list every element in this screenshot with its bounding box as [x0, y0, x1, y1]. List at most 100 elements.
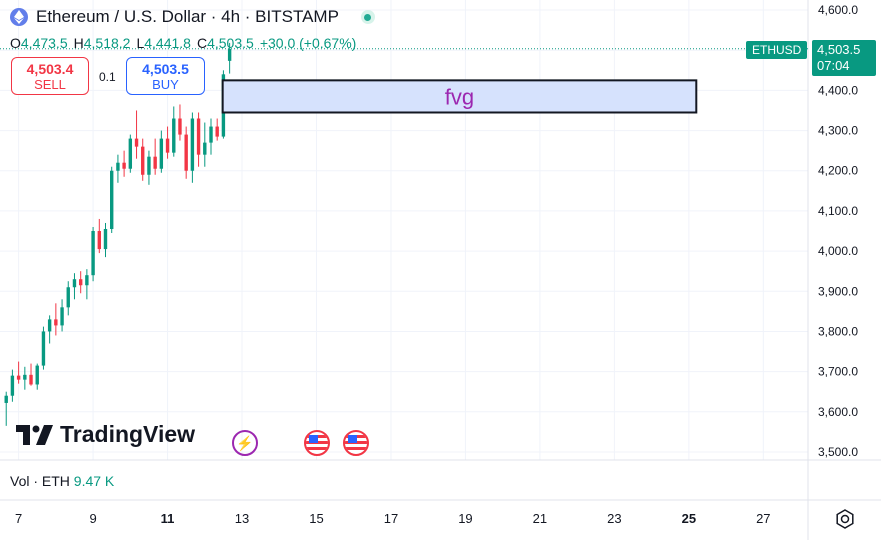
close-value: 4,503.5	[207, 35, 254, 51]
y-tick-label: 4,000.0	[818, 244, 858, 258]
candles-layer	[4, 42, 232, 426]
candle[interactable]	[215, 118, 219, 141]
lightning-event-icon[interactable]: ⚡	[232, 430, 258, 456]
candle[interactable]	[209, 118, 213, 155]
candle[interactable]	[4, 391, 8, 426]
candle[interactable]	[66, 281, 70, 316]
x-tick-label: 7	[15, 511, 22, 526]
candle[interactable]	[72, 273, 77, 300]
candle[interactable]	[128, 134, 133, 173]
candle[interactable]	[165, 126, 170, 159]
low-value: 4,441.8	[144, 35, 191, 51]
tradingview-logo[interactable]: TradingView	[16, 421, 195, 448]
y-tick-label: 4,400.0	[818, 83, 858, 97]
candle[interactable]	[141, 138, 145, 181]
x-tick-label: 11	[161, 511, 175, 526]
buy-button[interactable]: 4,503.5 BUY	[126, 57, 205, 95]
candle[interactable]	[103, 222, 108, 258]
brand-name: TradingView	[60, 421, 196, 447]
candle-body	[29, 374, 33, 385]
candle-body	[60, 307, 64, 326]
candle[interactable]	[227, 42, 232, 74]
fvg-box[interactable]	[221, 79, 698, 114]
candle-body	[141, 146, 145, 175]
y-tick-label: 3,600.0	[818, 405, 858, 419]
us-flag-event-icon[interactable]	[343, 430, 369, 456]
y-tick-label: 3,700.0	[818, 365, 858, 379]
candle[interactable]	[47, 315, 52, 344]
candle[interactable]	[35, 363, 39, 390]
volume-legend: Vol · ETH 9.47 K	[10, 473, 114, 489]
chart-grid	[0, 0, 808, 460]
x-tick-label: 23	[607, 511, 621, 526]
candle[interactable]	[134, 110, 139, 159]
candle[interactable]	[196, 112, 201, 167]
candle-body	[91, 231, 95, 276]
candle[interactable]	[147, 150, 151, 185]
volume-value: 9.47 K	[73, 473, 115, 489]
spread-value: 0.1	[99, 70, 116, 84]
candle[interactable]	[85, 269, 89, 300]
candle[interactable]	[190, 112, 195, 183]
chart-header: Ethereum / U.S. Dollar · 4h · BITSTAMP	[10, 7, 375, 27]
high-value: 4,518.2	[83, 35, 131, 51]
candle[interactable]	[91, 226, 95, 282]
sell-price: 4,503.4	[26, 61, 74, 77]
candle-body	[72, 279, 77, 288]
ohlc-legend: O4,473.5 H4,518.2 L4,441.8 C4,503.5 +30.…	[10, 35, 357, 51]
candle[interactable]	[178, 104, 182, 141]
x-tick-label: 19	[458, 511, 472, 526]
candle[interactable]	[153, 138, 157, 175]
settings-gear-icon[interactable]	[835, 509, 855, 529]
us-flag-event-icon[interactable]	[304, 430, 330, 456]
candle[interactable]	[184, 126, 188, 179]
candle[interactable]	[23, 366, 27, 390]
candle[interactable]	[78, 271, 83, 294]
candle[interactable]	[54, 303, 58, 336]
x-tick-label: 13	[235, 511, 249, 526]
candle[interactable]	[41, 326, 46, 370]
candle[interactable]	[97, 218, 102, 254]
y-tick-label: 4,200.0	[818, 164, 858, 178]
tradingview-logo-icon	[16, 424, 53, 445]
candle-body	[184, 134, 188, 171]
y-tick-label: 3,800.0	[818, 324, 858, 338]
candle-body	[116, 162, 120, 171]
x-tick-label: 9	[89, 511, 96, 526]
candle[interactable]	[29, 363, 33, 386]
candle-body	[196, 118, 201, 155]
live-status-dot	[360, 10, 375, 24]
candle-body	[10, 375, 15, 396]
candle-body	[209, 126, 213, 143]
last-price-value: 4,503.5	[817, 42, 861, 57]
candle-body	[165, 138, 170, 153]
candle-body	[47, 319, 52, 332]
candle-body	[78, 279, 83, 286]
candle[interactable]	[16, 361, 21, 384]
y-tick-label: 4,100.0	[818, 204, 858, 218]
change-value: +30.0 (+0.67%)	[259, 35, 357, 51]
candle-body	[54, 319, 58, 326]
fvg-zone[interactable]: fvg	[221, 79, 698, 114]
candle-body	[35, 365, 39, 385]
y-tick-label: 3,900.0	[818, 284, 858, 298]
last-price-tag: 4,503.5 07:04	[812, 40, 876, 76]
candle[interactable]	[122, 150, 126, 177]
candle[interactable]	[116, 154, 120, 183]
candle[interactable]	[110, 166, 114, 234]
candle[interactable]	[172, 106, 176, 157]
candle[interactable]	[10, 369, 15, 402]
sell-button[interactable]: 4,503.4 SELL	[11, 57, 89, 95]
y-tick-label: 4,600.0	[818, 3, 858, 17]
candle-body	[110, 170, 114, 229]
candle[interactable]	[159, 130, 164, 173]
candle-body	[23, 374, 27, 380]
x-tick-label: 15	[309, 511, 323, 526]
time-axis[interactable]: 7 9 11 13 15 17 19 21 23 25 27	[15, 511, 771, 526]
candle[interactable]	[203, 122, 207, 167]
candle[interactable]	[60, 299, 64, 332]
ethereum-icon	[10, 8, 28, 26]
symbol-title[interactable]: Ethereum / U.S. Dollar · 4h · BITSTAMP	[36, 7, 339, 26]
bar-countdown: 07:04	[817, 58, 850, 73]
